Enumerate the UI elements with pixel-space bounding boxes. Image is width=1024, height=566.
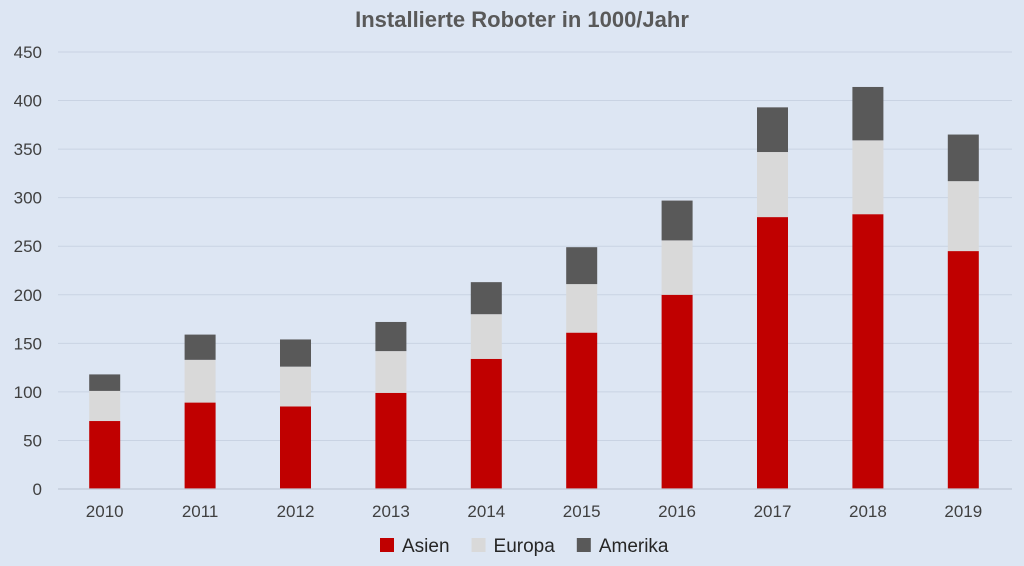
bar-amerika-2019 xyxy=(947,134,979,182)
bar-europa-2018 xyxy=(852,140,884,215)
y-tick-label: 350 xyxy=(14,140,42,159)
x-tick-label: 2010 xyxy=(86,502,124,521)
bar-europa-2014 xyxy=(470,314,502,359)
bar-amerika-2016 xyxy=(661,200,693,241)
x-tick-label: 2017 xyxy=(754,502,792,521)
bar-amerika-2010 xyxy=(89,374,121,391)
chart-title: Installierte Roboter in 1000/Jahr xyxy=(355,7,689,32)
bar-europa-2013 xyxy=(375,351,407,393)
bar-amerika-2017 xyxy=(757,107,788,153)
bar-amerika-2014 xyxy=(470,282,502,315)
bar-asien-2017 xyxy=(757,217,788,490)
bar-asien-2019 xyxy=(947,251,979,489)
legend-swatch-amerika xyxy=(576,538,591,552)
bar-europa-2011 xyxy=(184,359,216,403)
bar-europa-2012 xyxy=(280,366,311,407)
x-tick-label: 2015 xyxy=(563,502,601,521)
x-tick-label: 2012 xyxy=(277,502,315,521)
y-tick-label: 200 xyxy=(14,286,42,305)
legend-label-asien: Asien xyxy=(402,536,450,557)
bar-amerika-2011 xyxy=(184,334,216,360)
y-tick-label: 0 xyxy=(33,480,42,499)
bar-asien-2010 xyxy=(89,421,121,489)
y-axis-ticks: 0 50 100 150 200 250 300 350 400 450 xyxy=(14,43,42,499)
legend-swatch-asien xyxy=(380,538,394,552)
y-tick-label: 150 xyxy=(14,334,42,353)
x-tick-label: 2016 xyxy=(658,502,696,521)
bar-asien-2012 xyxy=(280,406,311,489)
y-tick-label: 100 xyxy=(14,383,42,402)
legend: Asien Europa Amerika xyxy=(380,536,669,557)
bar-amerika-2015 xyxy=(566,247,598,285)
bar-europa-2016 xyxy=(661,240,693,295)
bar-europa-2010 xyxy=(89,390,121,422)
bar-amerika-2013 xyxy=(375,321,407,352)
legend-label-europa: Europa xyxy=(494,536,556,557)
legend-swatch-europa xyxy=(471,538,486,552)
x-axis-ticks: 2010 2011 2012 2013 2014 2015 2016 2017 2018 2019 xyxy=(86,502,982,521)
bars xyxy=(89,86,979,490)
x-tick-label: 2011 xyxy=(182,502,219,521)
bar-amerika-2012 xyxy=(280,339,311,367)
bar-asien-2013 xyxy=(375,392,407,489)
y-tick-label: 300 xyxy=(14,189,42,208)
y-tick-label: 250 xyxy=(14,237,42,256)
y-tick-label: 450 xyxy=(14,43,42,62)
legend-label-amerika: Amerika xyxy=(599,536,669,557)
bar-asien-2016 xyxy=(661,294,693,489)
bar-europa-2015 xyxy=(566,284,598,333)
bar-europa-2017 xyxy=(757,152,788,218)
x-tick-label: 2013 xyxy=(372,502,410,521)
x-tick-label: 2019 xyxy=(944,502,982,521)
bar-amerika-2018 xyxy=(852,86,884,141)
bar-asien-2018 xyxy=(852,214,884,490)
gridlines xyxy=(58,51,1012,441)
bar-asien-2014 xyxy=(470,358,502,489)
x-tick-label: 2018 xyxy=(849,502,887,521)
x-tick-label: 2014 xyxy=(467,502,505,521)
y-tick-label: 400 xyxy=(14,92,42,111)
bar-europa-2019 xyxy=(947,181,979,252)
bar-asien-2015 xyxy=(566,332,598,489)
y-tick-label: 50 xyxy=(23,431,42,450)
bar-asien-2011 xyxy=(184,402,216,489)
